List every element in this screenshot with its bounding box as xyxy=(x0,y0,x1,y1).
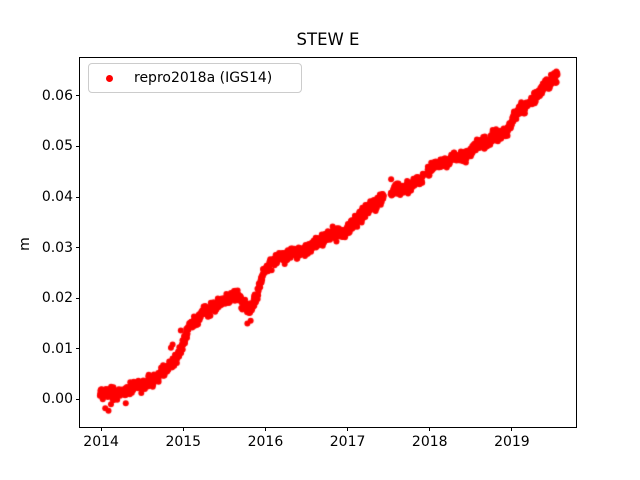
x-tick-mark xyxy=(264,427,266,431)
scatter-series-canvas xyxy=(80,58,576,427)
y-tick-mark xyxy=(76,145,80,147)
x-tick-label: 2014 xyxy=(83,434,119,450)
y-tick-label: 0.01 xyxy=(41,340,73,357)
y-tick-label: 0.00 xyxy=(41,391,73,408)
y-tick-mark xyxy=(76,348,80,350)
x-tick-label: 2016 xyxy=(247,434,284,450)
y-tick-mark xyxy=(76,247,80,249)
y-tick-mark xyxy=(76,196,80,198)
y-tick-label: 0.03 xyxy=(41,239,73,256)
x-tick-label: 2019 xyxy=(494,434,530,450)
x-tick-mark xyxy=(182,427,184,431)
x-tick-label: 2015 xyxy=(165,434,202,450)
legend-marker-dot xyxy=(105,74,113,82)
y-tick-label: 0.02 xyxy=(41,290,73,307)
plot-area: repro2018a (IGS14) xyxy=(79,57,577,428)
y-tick-label: 0.04 xyxy=(41,189,73,205)
legend: repro2018a (IGS14) xyxy=(88,63,302,93)
y-tick-mark xyxy=(76,95,80,97)
y-tick-label: 0.05 xyxy=(41,138,73,155)
y-tick-mark xyxy=(76,297,80,299)
x-tick-mark xyxy=(429,427,431,431)
x-tick-mark xyxy=(511,427,513,431)
x-tick-mark xyxy=(100,427,102,431)
x-tick-mark xyxy=(347,427,349,431)
x-tick-label: 2017 xyxy=(329,434,366,450)
chart-title: STEW E xyxy=(296,30,360,49)
y-tick-label: 0.06 xyxy=(41,87,73,104)
x-tick-label: 2018 xyxy=(411,434,448,450)
y-tick-mark xyxy=(76,398,80,400)
legend-marker-handle xyxy=(95,74,123,82)
legend-label: repro2018a (IGS14) xyxy=(134,70,273,86)
